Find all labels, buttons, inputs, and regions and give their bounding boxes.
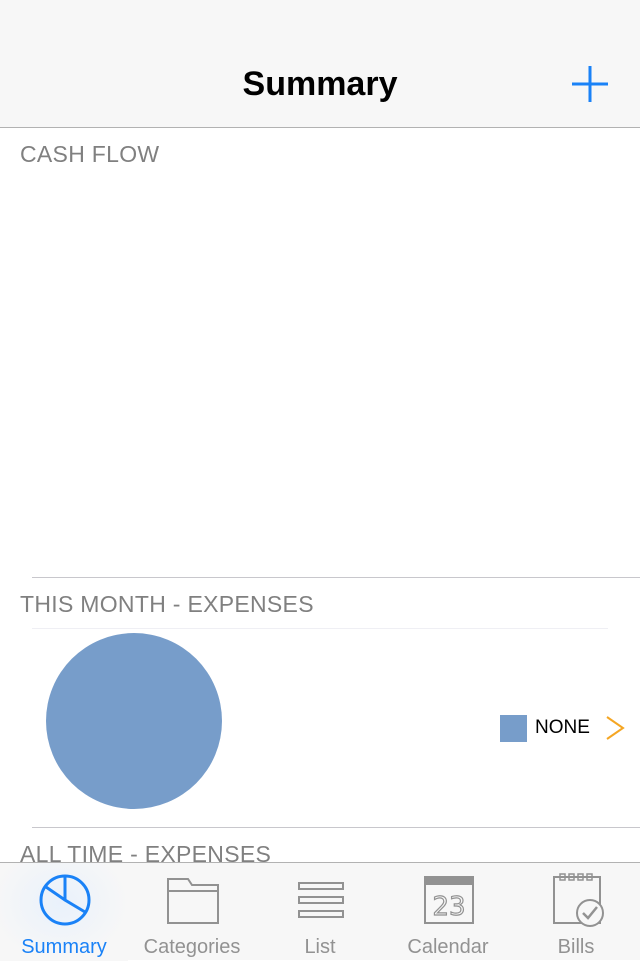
tab-label: Categories [143, 936, 241, 958]
legend-swatch [500, 714, 527, 742]
tab-list[interactable]: List [256, 863, 384, 961]
tab-summary[interactable]: Summary [0, 863, 128, 961]
tab-categories[interactable]: Categories [128, 863, 256, 961]
cash-flow-header: CASH FLOW [20, 141, 160, 167]
cash-flow-chart-area [0, 170, 640, 576]
this-month-pie-chart[interactable] [44, 631, 224, 811]
tab-label: Calendar [407, 936, 489, 958]
tab-calendar[interactable]: 23 Calendar [384, 863, 512, 961]
add-button[interactable] [568, 62, 612, 106]
bills-icon [553, 873, 604, 927]
plus-icon [572, 66, 608, 102]
legend-label-none: NONE [535, 717, 590, 738]
pie-legend: NONE [500, 714, 590, 742]
section-divider [32, 827, 640, 828]
folder-icon [167, 878, 219, 924]
tab-bills[interactable]: Bills [512, 863, 640, 961]
pie-chart-icon [39, 874, 91, 926]
expenses-detail-button[interactable] [604, 714, 626, 742]
navigation-bar: Summary [0, 0, 640, 128]
calendar-day: 23 [432, 892, 465, 922]
tab-bar: Summary Categories List 23 Calendar [0, 862, 640, 961]
chevron-right-icon [606, 716, 625, 740]
page-title: Summary [242, 65, 398, 103]
chart-divider [32, 628, 608, 629]
list-icon [298, 882, 344, 918]
tab-label: List [304, 936, 336, 958]
pie-slice-none [46, 633, 222, 809]
calendar-icon: 23 [424, 876, 474, 924]
this-month-expenses-header: THIS MONTH - EXPENSES [20, 591, 314, 617]
tab-label: Summary [21, 936, 107, 958]
section-divider [32, 577, 640, 578]
tab-label: Bills [557, 936, 595, 958]
pie-chart-svg [46, 633, 222, 809]
